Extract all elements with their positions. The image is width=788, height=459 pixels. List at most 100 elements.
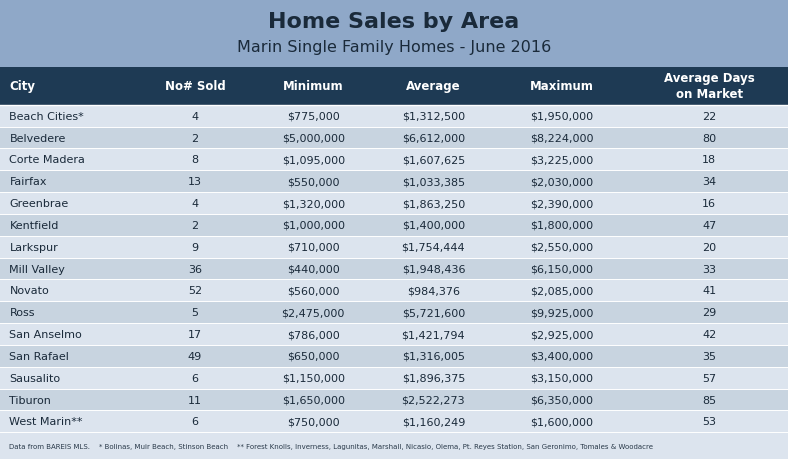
- Text: $1,312,500: $1,312,500: [402, 112, 465, 122]
- Text: 6: 6: [191, 416, 199, 426]
- Text: 16: 16: [702, 199, 716, 208]
- Text: Maximum: Maximum: [530, 80, 593, 93]
- Text: $6,350,000: $6,350,000: [530, 395, 593, 405]
- Text: $1,316,005: $1,316,005: [402, 351, 465, 361]
- Text: Ross: Ross: [9, 308, 35, 318]
- Text: $2,925,000: $2,925,000: [530, 330, 593, 339]
- Text: Home Sales by Area: Home Sales by Area: [269, 12, 519, 33]
- Text: $1,650,000: $1,650,000: [282, 395, 344, 405]
- Text: $440,000: $440,000: [287, 264, 340, 274]
- Text: 13: 13: [188, 177, 202, 187]
- Text: Beach Cities*: Beach Cities*: [9, 112, 84, 122]
- Text: $5,721,600: $5,721,600: [402, 308, 465, 318]
- Text: Larkspur: Larkspur: [9, 242, 58, 252]
- Text: Kentfield: Kentfield: [9, 220, 59, 230]
- Bar: [0, 345, 788, 367]
- Text: 85: 85: [702, 395, 716, 405]
- Text: 2: 2: [191, 220, 199, 230]
- Text: $9,925,000: $9,925,000: [530, 308, 593, 318]
- Bar: [0, 411, 788, 432]
- Text: City: City: [9, 80, 35, 93]
- Bar: [0, 389, 788, 411]
- Text: 20: 20: [702, 242, 716, 252]
- Text: 34: 34: [702, 177, 716, 187]
- Text: 17: 17: [188, 330, 202, 339]
- Bar: [0, 0, 788, 68]
- Text: Average: Average: [406, 80, 461, 93]
- Text: $1,421,794: $1,421,794: [402, 330, 465, 339]
- Text: Marin Single Family Homes - June 2016: Marin Single Family Homes - June 2016: [237, 40, 551, 55]
- Text: $1,948,436: $1,948,436: [402, 264, 465, 274]
- Text: No# Sold: No# Sold: [165, 80, 225, 93]
- Text: 35: 35: [702, 351, 716, 361]
- Text: $1,607,625: $1,607,625: [402, 155, 465, 165]
- Text: $3,400,000: $3,400,000: [530, 351, 593, 361]
- Text: $1,800,000: $1,800,000: [530, 220, 593, 230]
- Text: $5,000,000: $5,000,000: [282, 133, 344, 143]
- Bar: [0, 367, 788, 389]
- Text: 47: 47: [702, 220, 716, 230]
- Text: 4: 4: [191, 112, 199, 122]
- Text: Corte Madera: Corte Madera: [9, 155, 85, 165]
- Bar: [0, 149, 788, 171]
- Text: $3,225,000: $3,225,000: [530, 155, 593, 165]
- Bar: [0, 258, 788, 280]
- Text: $984,376: $984,376: [407, 286, 460, 296]
- Text: $1,160,249: $1,160,249: [402, 416, 465, 426]
- Text: $1,095,000: $1,095,000: [281, 155, 345, 165]
- Text: $1,754,444: $1,754,444: [402, 242, 465, 252]
- Text: $750,000: $750,000: [287, 416, 340, 426]
- Text: 53: 53: [702, 416, 716, 426]
- Text: 18: 18: [702, 155, 716, 165]
- Text: 52: 52: [188, 286, 202, 296]
- Text: 42: 42: [702, 330, 716, 339]
- Bar: [0, 68, 788, 106]
- Text: Belvedere: Belvedere: [9, 133, 66, 143]
- Bar: [0, 171, 788, 193]
- Text: 8: 8: [191, 155, 199, 165]
- Text: 9: 9: [191, 242, 199, 252]
- Text: 11: 11: [188, 395, 202, 405]
- Text: 41: 41: [702, 286, 716, 296]
- Text: $2,085,000: $2,085,000: [530, 286, 593, 296]
- Text: 6: 6: [191, 373, 199, 383]
- Text: $1,400,000: $1,400,000: [402, 220, 465, 230]
- Bar: [0, 280, 788, 302]
- Bar: [0, 127, 788, 149]
- Text: $1,320,000: $1,320,000: [281, 199, 345, 208]
- Text: $6,612,000: $6,612,000: [402, 133, 465, 143]
- Bar: [0, 214, 788, 236]
- Text: West Marin**: West Marin**: [9, 416, 83, 426]
- Text: $2,030,000: $2,030,000: [530, 177, 593, 187]
- Text: 29: 29: [702, 308, 716, 318]
- Text: 5: 5: [191, 308, 199, 318]
- Bar: [0, 106, 788, 127]
- Text: Sausalito: Sausalito: [9, 373, 61, 383]
- Text: 33: 33: [702, 264, 716, 274]
- Bar: [0, 302, 788, 324]
- Text: $550,000: $550,000: [287, 177, 340, 187]
- Text: $1,033,385: $1,033,385: [402, 177, 465, 187]
- Text: $650,000: $650,000: [287, 351, 340, 361]
- Bar: [0, 193, 788, 214]
- Text: $8,224,000: $8,224,000: [530, 133, 593, 143]
- Bar: [0, 236, 788, 258]
- Text: $1,600,000: $1,600,000: [530, 416, 593, 426]
- Text: Tiburon: Tiburon: [9, 395, 51, 405]
- Text: $2,390,000: $2,390,000: [530, 199, 593, 208]
- Text: $3,150,000: $3,150,000: [530, 373, 593, 383]
- Text: $560,000: $560,000: [287, 286, 340, 296]
- Text: Greenbrae: Greenbrae: [9, 199, 69, 208]
- Text: $1,863,250: $1,863,250: [402, 199, 465, 208]
- Text: 4: 4: [191, 199, 199, 208]
- Text: 57: 57: [702, 373, 716, 383]
- Text: Data from BAREIS MLS.    * Bolinas, Muir Beach, Stinson Beach    ** Forest Knoll: Data from BAREIS MLS. * Bolinas, Muir Be…: [9, 442, 653, 449]
- Text: $1,896,375: $1,896,375: [402, 373, 465, 383]
- Text: Minimum: Minimum: [283, 80, 344, 93]
- Text: 2: 2: [191, 133, 199, 143]
- Text: Average Days
on Market: Average Days on Market: [663, 72, 755, 101]
- Text: 80: 80: [702, 133, 716, 143]
- Text: $710,000: $710,000: [287, 242, 340, 252]
- Text: $775,000: $775,000: [287, 112, 340, 122]
- Text: $2,475,000: $2,475,000: [281, 308, 345, 318]
